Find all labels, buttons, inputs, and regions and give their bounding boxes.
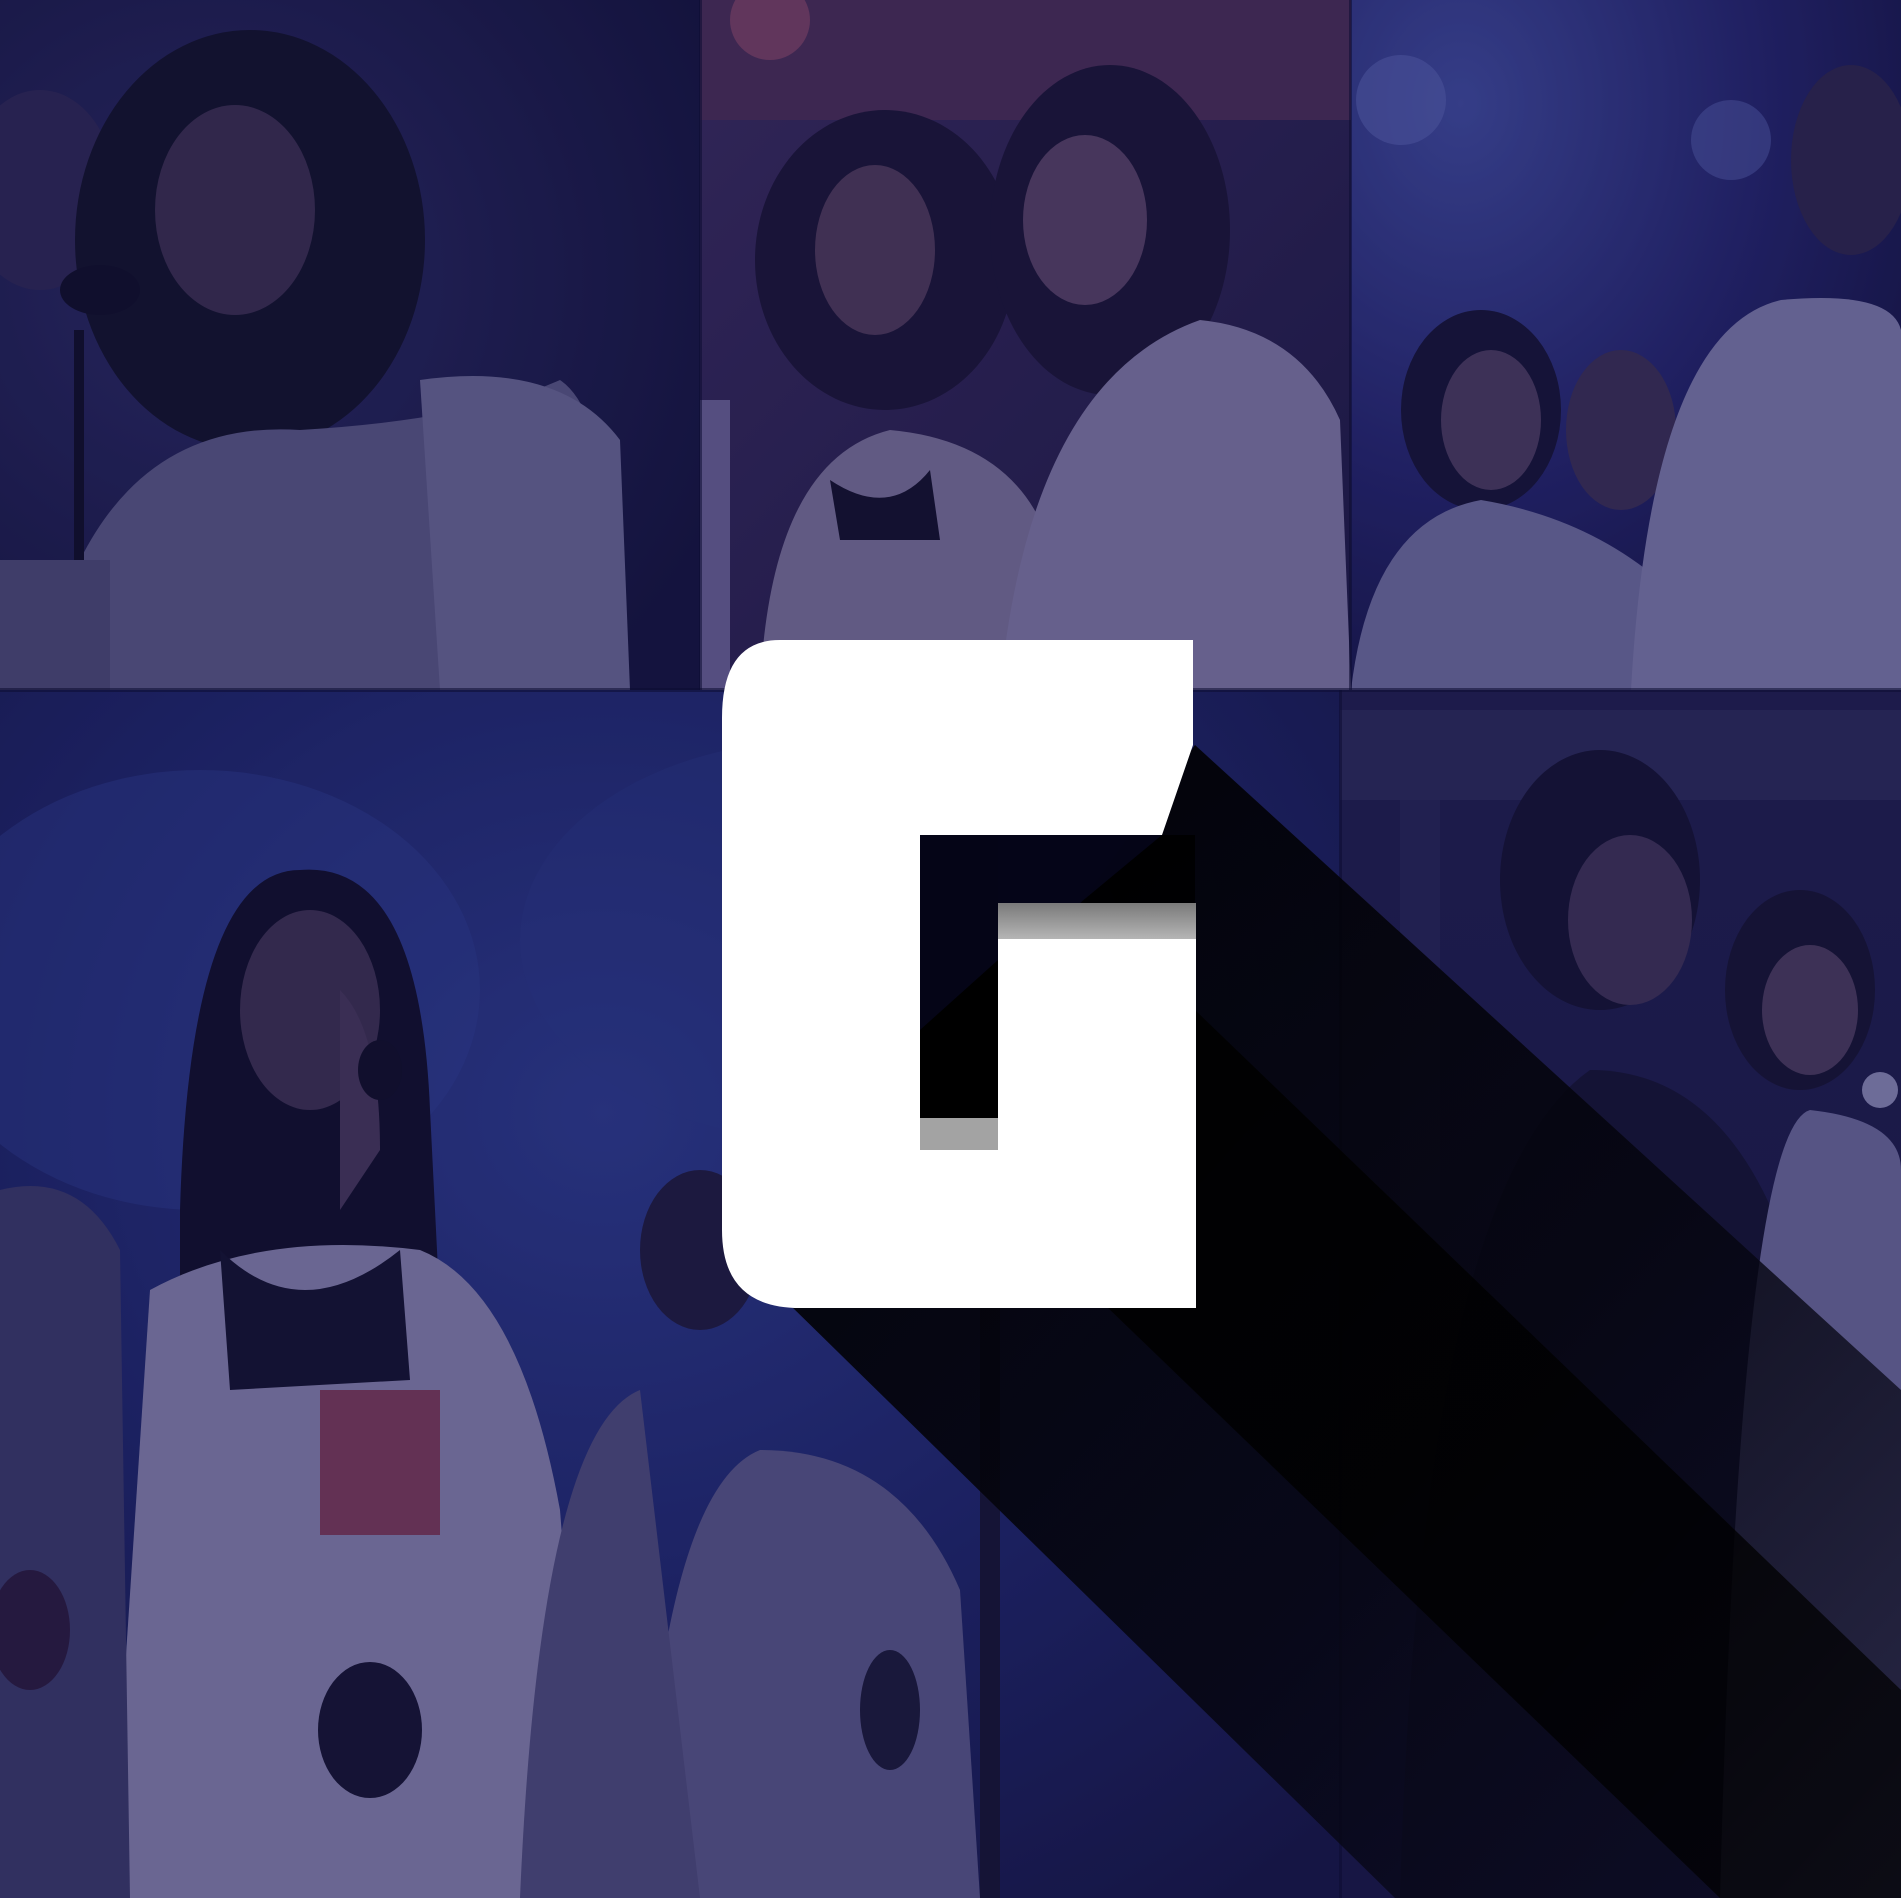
logo-inner-bar-bottom bbox=[920, 1118, 998, 1150]
top-center-photo bbox=[700, 0, 1351, 690]
top-right-photo bbox=[1351, 0, 1901, 690]
vertical-gutter-top-2 bbox=[1349, 0, 1352, 690]
vertical-gutter-top-1 bbox=[699, 0, 702, 690]
top-left-photo bbox=[0, 0, 700, 690]
logo-letter-g bbox=[722, 640, 1196, 1308]
logo-inner-bar-top bbox=[998, 903, 1196, 939]
